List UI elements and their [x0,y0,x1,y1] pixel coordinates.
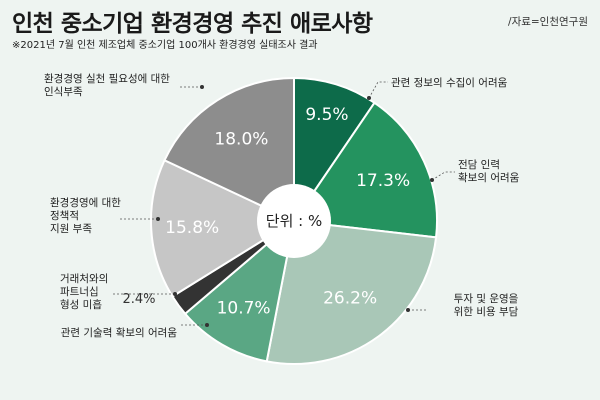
category-callout-label: 환경경영 실천 필요성에 대한 인식부족 [44,72,170,98]
category-callout-label: 환경경영에 대한 정책적 지원 부족 [50,196,121,235]
callout-leaders [112,81,455,327]
pie-slice [183,218,296,363]
category-callout-label: 관련 기술력 확보의 어려움 [61,326,178,339]
pie-slice [293,76,376,225]
callout-leader-line [368,81,388,99]
slice-value-label: 10.7% [217,298,271,318]
pie-slice [292,101,438,239]
callout-dot [200,85,204,89]
slice-value-label: 18.0% [214,129,268,149]
slice-value-label: 9.5% [305,105,348,125]
chart-subtitle: ※2021년 7월 인천 제조업체 중소기업 100개사 환경경영 실태조사 결… [12,40,318,51]
callout-leader-line [431,171,455,181]
pie-slice [265,219,438,365]
callout-dot [156,217,160,221]
category-callout-label: 거래처와의 파트너십 형성 미흡 [60,273,108,311]
center-unit-label: 단위 : % [266,212,322,230]
pie-slice [163,76,295,223]
category-callout-label: 관련 정보의 수집이 어려움 [391,77,508,89]
page-title: 인천 중소기업 환경경영 추진 애로사항 [12,11,373,37]
slice-value-label: 17.3% [356,171,410,191]
source-note: /자료=인천연구원 [508,16,588,28]
category-callout-label: 투자 및 운영을 위한 비용 부담 [454,293,519,318]
slice-value-label: 15.8% [165,218,219,238]
category-callout-label: 전담 인력 확보의 어려움 [458,159,520,184]
slice-value-label: 2.4% [122,292,155,307]
callout-dot [205,323,209,327]
callout-dot [173,292,177,296]
callout-dot [430,178,434,182]
slice-value-label: 26.2% [323,289,377,309]
pie-slice [150,158,297,298]
slice-labels: 9.5% 17.3% 26.2% 10.7% 2.4% 15.8% 18.0% [122,105,410,318]
center-hole [257,184,331,258]
callout-dot [406,308,410,312]
callout-dot [367,96,371,100]
pie-slices [150,76,438,365]
